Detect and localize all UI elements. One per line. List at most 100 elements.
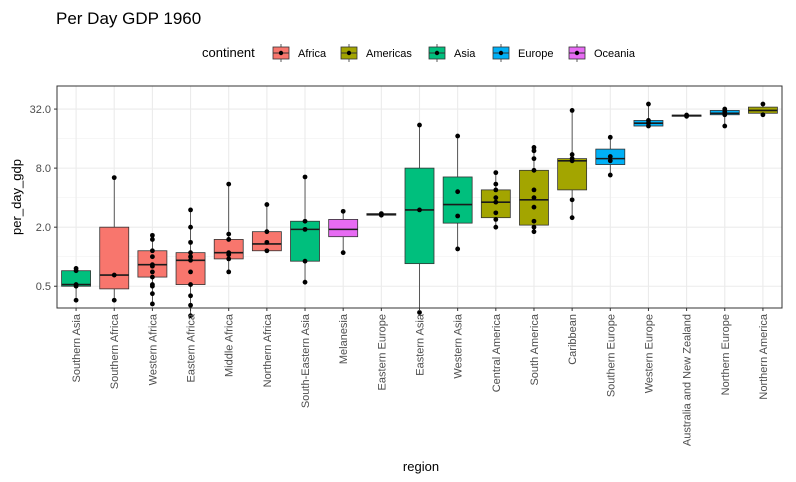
- legend-label: Asia: [454, 48, 476, 60]
- x-tick-label: Southern Asia: [71, 313, 83, 382]
- data-point: [111, 272, 117, 278]
- box-middle-africa: [213, 181, 244, 275]
- data-point: [378, 211, 384, 217]
- x-tick-label: Eastern Asia: [415, 313, 427, 376]
- data-point: [302, 174, 308, 180]
- data-point: [302, 279, 308, 285]
- data-point: [188, 250, 193, 256]
- data-point: [188, 282, 193, 287]
- box-caribbean: [557, 108, 588, 221]
- x-tick-label: South America: [529, 313, 541, 385]
- data-point: [149, 269, 155, 275]
- legend-item-africa: Africa: [272, 44, 327, 62]
- data-point: [455, 189, 461, 195]
- data-point: [226, 231, 232, 237]
- data-point: [569, 152, 575, 157]
- data-point: [684, 112, 690, 118]
- x-axis-title: region: [403, 459, 439, 474]
- legend-label: Oceania: [594, 48, 636, 60]
- x-tick-label: South-Eastern Asia: [300, 313, 312, 408]
- data-point: [188, 313, 193, 319]
- data-point: [73, 266, 79, 271]
- y-tick-label: 8.0: [36, 163, 51, 175]
- x-tick-label: Eastern Europe: [376, 314, 388, 390]
- data-point: [73, 297, 79, 303]
- data-point: [149, 274, 155, 280]
- x-tick-label: Northern America: [758, 313, 770, 399]
- data-point: [188, 207, 193, 213]
- legend-key-point: [574, 50, 580, 56]
- data-point: [531, 204, 537, 210]
- legend-item-oceania: Oceania: [568, 44, 636, 62]
- box-northern-america: [748, 101, 778, 118]
- box-eastern-europe: [366, 211, 397, 218]
- box-northern-europe: [709, 106, 740, 129]
- data-point: [264, 248, 270, 254]
- box-south-eastern-asia: [290, 174, 320, 285]
- box-central-america: [480, 170, 511, 230]
- data-point: [188, 239, 193, 245]
- data-point: [531, 156, 537, 162]
- x-tick-label: Western Asia: [453, 313, 465, 378]
- x-tick-label: Southern Africa: [109, 313, 121, 389]
- data-point: [531, 145, 537, 150]
- legend-key-point: [346, 50, 352, 56]
- x-tick-label: Northern Europe: [720, 314, 732, 395]
- legend-key-point: [278, 50, 284, 56]
- data-point: [607, 158, 613, 164]
- data-point: [607, 134, 613, 140]
- legend-item-americas: Americas: [340, 44, 412, 62]
- data-point: [722, 106, 728, 112]
- legend-key-point: [498, 50, 504, 56]
- data-point: [302, 226, 308, 232]
- data-point: [493, 187, 499, 193]
- y-tick-label: 32.0: [30, 104, 51, 116]
- data-point: [188, 293, 193, 299]
- x-tick-label: Western Europe: [643, 314, 655, 393]
- data-point: [493, 181, 499, 187]
- box-body: [328, 219, 359, 238]
- data-point: [455, 213, 461, 219]
- data-point: [111, 175, 117, 181]
- data-point: [302, 218, 308, 224]
- box-eastern-africa: [175, 207, 206, 319]
- boxes: [61, 101, 778, 319]
- data-point: [226, 181, 232, 187]
- data-point: [149, 248, 155, 254]
- data-point: [149, 291, 155, 297]
- box-body: [404, 167, 435, 265]
- x-tick-label: Central America: [491, 313, 503, 392]
- x-tick-label: Middle Africa: [224, 313, 236, 377]
- box-western-africa: [137, 232, 168, 307]
- box-melanesia: [328, 208, 359, 256]
- data-point: [569, 197, 575, 203]
- x-tick-label: Melanesia: [338, 313, 350, 364]
- data-point: [73, 282, 79, 287]
- x-tick-label: Eastern Africa: [186, 313, 198, 382]
- box-southern-africa: [99, 175, 130, 303]
- data-point: [531, 229, 537, 235]
- data-point: [264, 202, 270, 207]
- box-western-asia: [442, 133, 473, 252]
- data-point: [455, 246, 461, 252]
- data-point: [226, 237, 232, 242]
- data-point: [760, 112, 766, 118]
- data-point: [149, 237, 155, 242]
- data-point: [149, 262, 155, 268]
- box-australia-and-new-zealand: [671, 112, 702, 119]
- data-point: [531, 187, 537, 193]
- data-point: [340, 208, 346, 214]
- x-tick-label: Western Africa: [147, 313, 159, 385]
- data-point: [493, 210, 499, 216]
- data-point: [722, 123, 728, 129]
- box-western-europe: [633, 101, 664, 129]
- box-south-america: [519, 145, 549, 235]
- legend-key-point: [434, 50, 440, 56]
- data-point: [188, 269, 193, 275]
- y-axis-title: per_day_gdp: [9, 159, 24, 235]
- data-point: [760, 101, 766, 107]
- data-point: [531, 218, 537, 224]
- box-southern-asia: [61, 266, 91, 303]
- data-point: [264, 229, 270, 235]
